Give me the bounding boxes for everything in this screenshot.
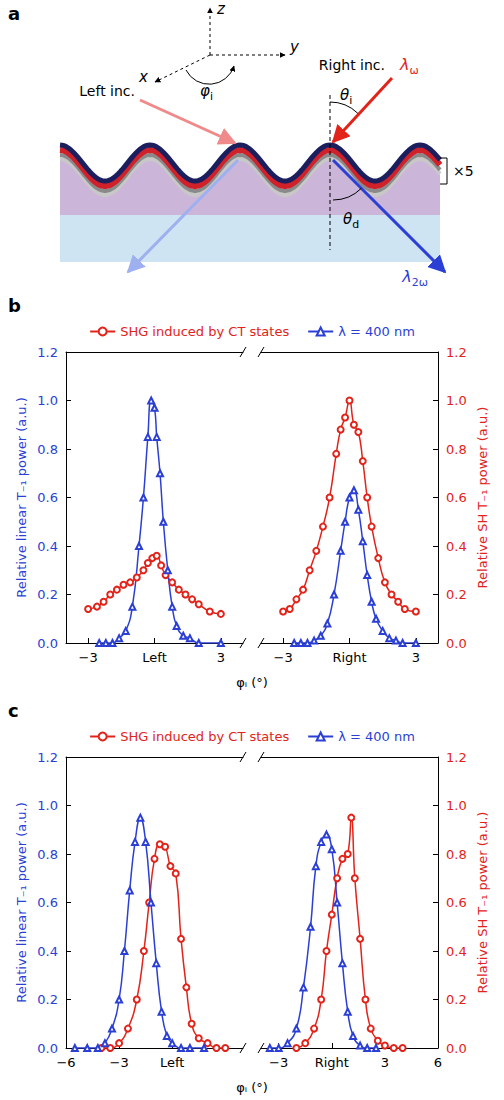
svg-text:φi: φi xyxy=(200,82,213,103)
svg-text:Relative SH T₋₁ power (a.u.): Relative SH T₋₁ power (a.u.) xyxy=(475,407,490,589)
svg-text:1.2: 1.2 xyxy=(446,345,467,360)
svg-text:0.2: 0.2 xyxy=(446,587,467,602)
svg-text:0.0: 0.0 xyxy=(446,636,467,651)
svg-text:Right: Right xyxy=(315,1055,349,1070)
svg-text:Left: Left xyxy=(160,1055,184,1070)
svg-text:1.0: 1.0 xyxy=(37,393,58,408)
svg-text:λ = 400 nm: λ = 400 nm xyxy=(338,729,415,744)
svg-text:Relative SH T₋₁ power (a.u.): Relative SH T₋₁ power (a.u.) xyxy=(475,812,490,994)
svg-text:1.2: 1.2 xyxy=(446,750,467,765)
svg-text:0.6: 0.6 xyxy=(446,895,467,910)
svg-text:0.6: 0.6 xyxy=(446,490,467,505)
svg-text:0.2: 0.2 xyxy=(37,992,58,1007)
svg-text:0.4: 0.4 xyxy=(37,944,58,959)
svg-text:0.0: 0.0 xyxy=(37,1041,58,1056)
svg-text:c: c xyxy=(8,700,19,721)
svg-text:0.4: 0.4 xyxy=(446,539,467,554)
svg-text:θd: θd xyxy=(343,210,359,231)
svg-text:0.6: 0.6 xyxy=(37,895,58,910)
svg-text:λω: λω xyxy=(399,55,419,77)
svg-text:Left: Left xyxy=(142,650,166,665)
svg-text:x: x xyxy=(138,68,148,86)
svg-text:3: 3 xyxy=(412,650,420,665)
svg-text:1.2: 1.2 xyxy=(37,345,58,360)
svg-text:SHG induced by CT states: SHG induced by CT states xyxy=(120,324,289,339)
svg-text:1.0: 1.0 xyxy=(446,798,467,813)
svg-text:6: 6 xyxy=(434,1055,442,1070)
svg-text:0.0: 0.0 xyxy=(37,636,58,651)
svg-text:z: z xyxy=(216,0,226,18)
svg-text:3: 3 xyxy=(381,1055,389,1070)
svg-text:SHG induced by CT states: SHG induced by CT states xyxy=(120,729,289,744)
svg-text:φᵢ (°): φᵢ (°) xyxy=(236,675,268,690)
svg-text:b: b xyxy=(8,295,21,316)
svg-text:1.0: 1.0 xyxy=(37,798,58,813)
svg-text:−3: −3 xyxy=(79,650,98,665)
svg-text:0.0: 0.0 xyxy=(446,1041,467,1056)
svg-text:1.0: 1.0 xyxy=(446,393,467,408)
svg-text:−3: −3 xyxy=(110,1055,129,1070)
svg-text:Relative linear T₋₁ power (a.u: Relative linear T₋₁ power (a.u.) xyxy=(14,802,29,1003)
svg-text:−6: −6 xyxy=(56,1055,75,1070)
svg-text:0.4: 0.4 xyxy=(446,944,467,959)
svg-text:Left inc.: Left inc. xyxy=(79,83,135,99)
svg-text:0.8: 0.8 xyxy=(37,442,58,457)
svg-text:λ = 400 nm: λ = 400 nm xyxy=(338,324,415,339)
svg-text:−3: −3 xyxy=(274,650,293,665)
svg-text:a: a xyxy=(8,3,20,24)
svg-text:0.4: 0.4 xyxy=(37,539,58,554)
svg-text:0.2: 0.2 xyxy=(37,587,58,602)
svg-text:θi: θi xyxy=(340,86,352,107)
svg-text:Right: Right xyxy=(332,650,366,665)
svg-text:Relative linear T₋₁ power (a.u: Relative linear T₋₁ power (a.u.) xyxy=(14,397,29,598)
svg-text:−3: −3 xyxy=(269,1055,288,1070)
svg-text:0.8: 0.8 xyxy=(446,847,467,862)
svg-text:φᵢ (°): φᵢ (°) xyxy=(236,1080,268,1095)
svg-text:×5: ×5 xyxy=(453,163,474,179)
svg-text:1.2: 1.2 xyxy=(37,750,58,765)
svg-text:0.6: 0.6 xyxy=(37,490,58,505)
svg-text:0.8: 0.8 xyxy=(37,847,58,862)
svg-text:0.8: 0.8 xyxy=(446,442,467,457)
svg-text:λ2ω: λ2ω xyxy=(401,267,428,289)
svg-text:Right inc.: Right inc. xyxy=(319,57,385,73)
svg-text:y: y xyxy=(289,38,300,56)
svg-text:3: 3 xyxy=(217,650,225,665)
svg-text:0.2: 0.2 xyxy=(446,992,467,1007)
